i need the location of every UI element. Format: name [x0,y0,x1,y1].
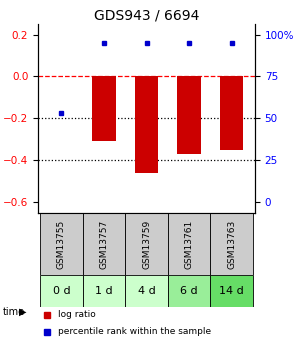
Text: percentile rank within the sample: percentile rank within the sample [58,327,211,336]
Bar [220,77,243,150]
Bar [177,77,201,154]
Bar [92,77,116,141]
Bar [125,213,168,275]
Text: log ratio: log ratio [58,310,95,319]
Bar [168,213,210,275]
Text: 4 d: 4 d [138,286,155,296]
Bar [125,275,168,307]
Text: 0 d: 0 d [53,286,70,296]
Bar [40,275,83,307]
Text: 1 d: 1 d [95,286,113,296]
Text: 14 d: 14 d [219,286,244,296]
Bar [83,275,125,307]
Bar [168,275,210,307]
Text: GSM13761: GSM13761 [185,219,193,268]
Bar [210,213,253,275]
Text: GSM13763: GSM13763 [227,219,236,268]
Text: GSM13759: GSM13759 [142,219,151,268]
Text: ▶: ▶ [19,307,27,317]
Bar [83,213,125,275]
Bar [210,275,253,307]
Bar [135,77,158,173]
Text: time: time [3,307,25,317]
Title: GDS943 / 6694: GDS943 / 6694 [94,9,199,23]
Text: 6 d: 6 d [180,286,198,296]
Bar [40,213,83,275]
Text: GSM13755: GSM13755 [57,219,66,268]
Text: GSM13757: GSM13757 [100,219,108,268]
